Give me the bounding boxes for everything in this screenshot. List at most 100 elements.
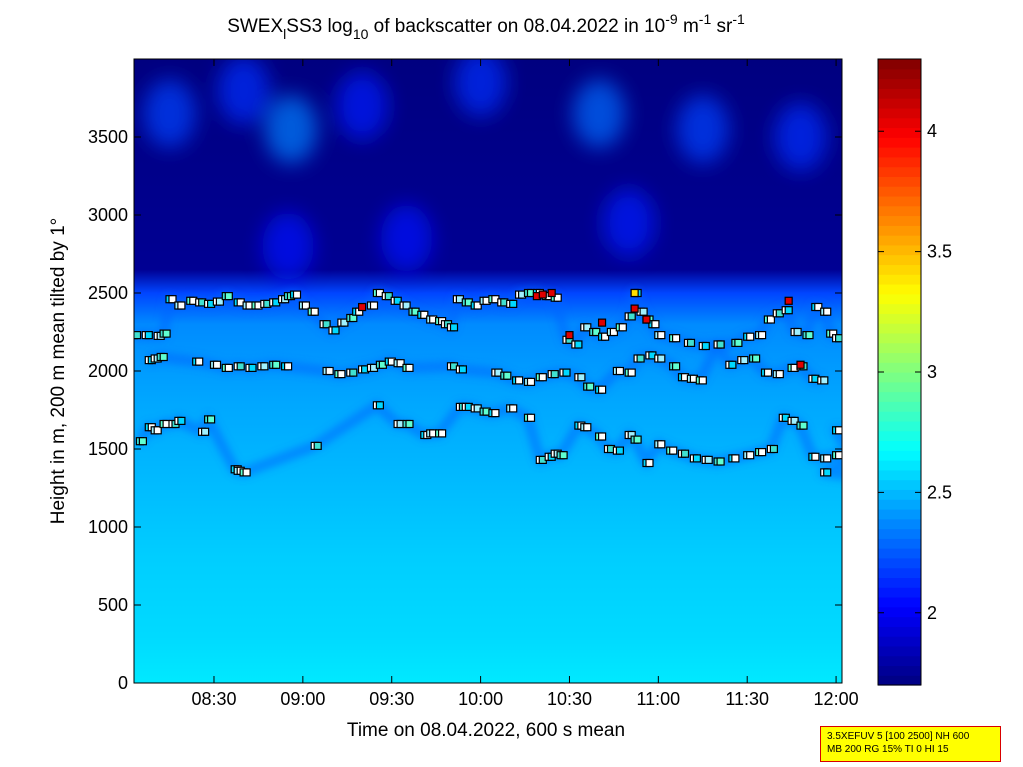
- y-tick-label: 500: [98, 595, 128, 615]
- cloud-base-marker: [553, 293, 562, 302]
- y-tick-label: 1000: [88, 517, 128, 537]
- colorbar-step: [878, 606, 921, 618]
- colorbar-step: [878, 117, 921, 129]
- cloud-base-marker: [559, 451, 568, 460]
- colorbar-step: [878, 59, 921, 70]
- colorbar-step: [878, 137, 921, 148]
- cloud-base-marker: [671, 362, 681, 371]
- colorbar-gradient: [878, 59, 921, 686]
- cloud-base-marker: [583, 323, 592, 332]
- plot-area: [134, 59, 863, 683]
- cloud-base-marker: [728, 360, 737, 369]
- cloud-base-marker: [615, 366, 625, 376]
- cloud-base-marker: [562, 368, 571, 377]
- cloud-base-marker: [657, 440, 666, 449]
- cloud-base-marker: [600, 332, 610, 341]
- cloud-base-marker: [633, 435, 642, 444]
- cloud-base-marker: [734, 338, 743, 347]
- colorbar-step: [878, 518, 921, 530]
- cloud-base-marker: [325, 366, 334, 376]
- colorbar-step: [878, 391, 921, 402]
- cloud-base-marker: [331, 326, 340, 335]
- cloud-base-marker: [769, 444, 779, 454]
- colorbar-step: [878, 420, 921, 432]
- colorbar-tick-label: 4: [927, 121, 937, 141]
- cloud-base-marker: [292, 290, 302, 299]
- cloud-base-marker: [313, 441, 322, 450]
- cloud-base-marker: [811, 452, 820, 461]
- colorbar-step: [878, 127, 921, 138]
- cloud-base-marker: [583, 423, 592, 432]
- high-backscatter-marker: [358, 302, 367, 312]
- cloud-base-marker: [814, 302, 823, 312]
- cloud-base-marker: [248, 363, 257, 372]
- cloud-base-marker: [514, 376, 524, 385]
- cloud-base-marker: [195, 357, 204, 366]
- colorbar-step: [878, 645, 921, 657]
- cloud-base-marker: [636, 354, 645, 363]
- colorbar-tick-label: 2.5: [927, 482, 952, 502]
- x-tick-label: 08:30: [191, 689, 236, 709]
- high-backscatter-marker: [538, 290, 547, 299]
- colorbar-step: [878, 460, 921, 471]
- colorbar-step: [878, 264, 921, 275]
- cloud-base-marker: [847, 472, 854, 479]
- info-line: 3.5XEFUV 5 [100 2500] NH 600: [827, 731, 970, 742]
- cloud-base-marker: [177, 301, 186, 310]
- high-backscatter-marker: [547, 288, 556, 298]
- cloud-base-marker: [526, 377, 536, 386]
- upper-backscatter-patches: [143, 59, 827, 281]
- backscatter-patch: [774, 103, 827, 171]
- cloud-base-marker: [823, 468, 832, 477]
- x-axis-label: Time on 08.04.2022, 600 s mean: [347, 720, 625, 741]
- cloud-base-marker: [284, 362, 293, 371]
- y-tick-label: 3500: [88, 127, 128, 147]
- cloud-base-marker: [731, 454, 740, 463]
- cloud-base-marker: [834, 334, 842, 343]
- cloud-base-marker: [458, 365, 467, 374]
- colorbar-step: [878, 450, 921, 461]
- cloud-base-marker: [212, 360, 222, 369]
- colorbar-step: [878, 479, 921, 490]
- cloud-base-marker: [704, 455, 713, 464]
- y-tick-label: 1500: [88, 439, 128, 459]
- cloud-base-marker: [692, 454, 702, 463]
- cloud-base-marker: [349, 368, 358, 377]
- cloud-base-marker: [369, 301, 379, 310]
- cloud-base-marker: [847, 458, 854, 465]
- cloud-base-marker: [509, 299, 518, 308]
- colorbar-step: [878, 655, 921, 667]
- x-tick-label: 09:00: [280, 689, 325, 709]
- cloud-base-marker: [396, 359, 405, 368]
- colorbar-step: [878, 587, 921, 598]
- cloud-base-marker: [627, 368, 636, 377]
- cloud-base-marker: [850, 430, 857, 437]
- cloud-base-marker: [574, 340, 583, 349]
- high-backscatter-marker: [565, 331, 574, 340]
- cloud-base-marker: [201, 427, 210, 436]
- cloud-base-marker: [260, 362, 269, 371]
- colorbar-step: [878, 675, 921, 686]
- cloud-base-marker: [746, 451, 755, 460]
- colorbar-ticks: 2 2.5 3 3.5 4: [878, 121, 952, 623]
- cloud-base-marker: [509, 404, 518, 413]
- colorbar-step: [878, 205, 921, 217]
- cloud-base-marker: [844, 472, 851, 479]
- cloud-base-marker: [473, 301, 482, 310]
- cloud-base-marker: [651, 320, 660, 329]
- colorbar-tick-label: 3: [927, 362, 937, 382]
- cloud-base-marker: [215, 297, 224, 306]
- cloud-base-marker: [550, 370, 559, 379]
- colorbar-step: [878, 166, 921, 177]
- colorbar-step: [878, 313, 921, 324]
- colorbar-step: [878, 68, 921, 80]
- cloud-base-marker: [853, 430, 860, 437]
- cloud-base-marker: [856, 467, 863, 474]
- cloud-base-marker: [740, 356, 749, 365]
- cloud-base-marker: [751, 354, 761, 363]
- cloud-base-marker: [144, 331, 153, 340]
- cloud-base-marker: [671, 334, 681, 343]
- cloud-base-marker: [449, 323, 459, 332]
- cloud-base-markers: [134, 288, 863, 479]
